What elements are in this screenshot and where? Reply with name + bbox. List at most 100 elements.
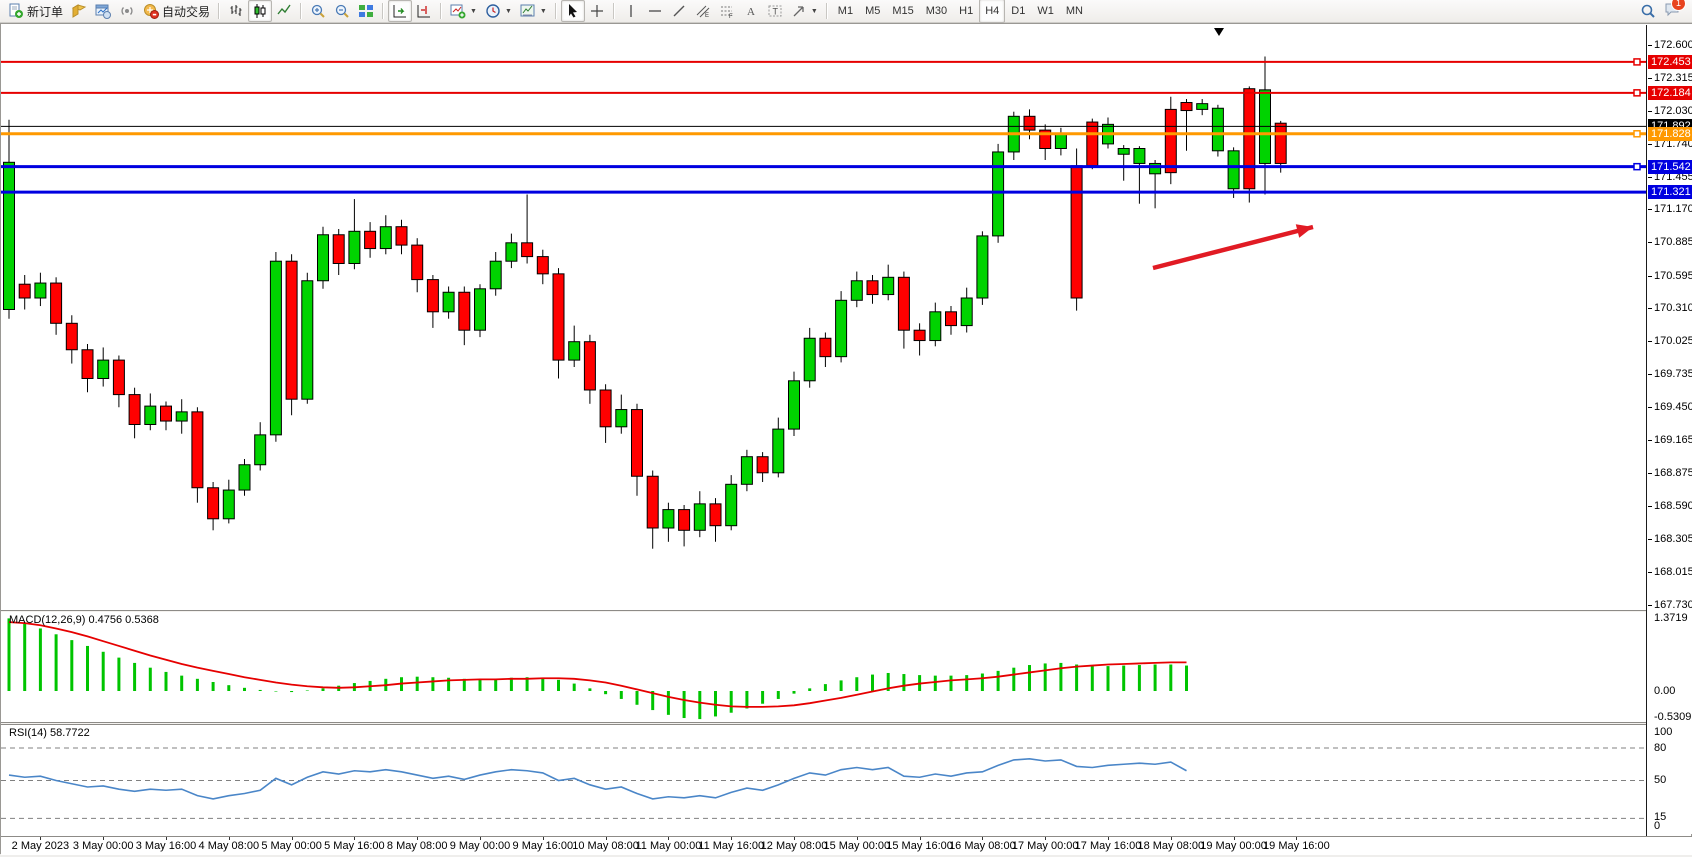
chart-shift-marker[interactable] [1214,28,1224,36]
auto-scroll-button[interactable] [388,0,413,22]
time-tick-label: 15 May 00:00 [823,840,891,852]
rsi-pane[interactable] [1,725,1647,835]
candle-body [1211,107,1224,152]
signal-icon [121,7,133,15]
timeframe-button-m1[interactable]: M1 [837,5,854,17]
chart-shift-button[interactable] [412,0,436,22]
candle-body [803,337,816,382]
timeframe-button-d1[interactable]: D1 [1011,5,1026,17]
auto-trading-button[interactable]: 自动交易 [139,0,214,22]
chat-button[interactable]: 1 [1664,0,1686,22]
main-price-pane[interactable] [1,25,1647,610]
candlestick-chart-button[interactable] [248,0,273,22]
macd-pane[interactable] [1,612,1647,722]
candle-down [599,384,612,443]
rsi-axis-label: 0 [1654,820,1661,832]
strategy-tester-button[interactable] [91,0,115,22]
candle-down [364,222,377,258]
timeframe-button-w1[interactable]: W1 [1037,5,1054,17]
time-tick-mark [417,837,419,840]
horizontal-line-tool[interactable] [643,0,667,22]
tile-windows-button[interactable] [354,0,378,22]
text-label-tool[interactable]: T [763,0,787,22]
search-icon[interactable] [1640,3,1656,19]
timeframe-button-h1[interactable]: H1 [959,5,974,17]
candle-down [583,334,596,404]
trendline-tool[interactable] [667,0,691,22]
svg-text:T: T [772,7,778,17]
fibonacci-tool[interactable]: F [715,0,739,22]
price-tick-mark [1648,143,1652,145]
timeframe-button-m30[interactable]: M30 [925,5,948,17]
price-tick-mark [1648,506,1652,508]
price-tick-mark [1648,110,1652,112]
candle-body [615,409,628,428]
new-order-button[interactable]: 新订单 [4,0,67,22]
time-tick-label: 11 May 00:00 [635,840,702,852]
candle-body [474,288,486,331]
candle-down [81,344,94,393]
arrows-dropdown-caret[interactable]: ▼ [810,7,818,15]
candle-body [521,242,534,258]
line-chart-button[interactable] [272,0,296,22]
templates-button[interactable]: ▼ [516,0,551,22]
line-handle[interactable] [1633,130,1641,138]
timeframe-group: M1 M5 M15 M30 H1 H4 D1 W1 MN [832,0,1089,23]
candle-up [175,399,188,434]
time-axis[interactable]: 2 May 2023 3 May 00:00 3 May 16:00 4 May 08… [1,836,1692,855]
timeframe-button-m5[interactable]: M5 [865,5,881,17]
zoom-out-button[interactable] [330,0,354,22]
candle-down [1180,99,1193,151]
candle-up [254,422,267,471]
candle-body [1274,122,1287,164]
time-tick-label: 17 May 16:00 [1074,840,1142,852]
candle-up [835,291,848,363]
candle-down [50,277,63,335]
periods-button[interactable]: ▼ [481,0,516,22]
candle-down [18,275,31,310]
line-chart-icon [277,4,291,15]
candle-up [725,475,738,531]
cursor-button[interactable] [560,0,585,22]
price-axis[interactable]: 172.600 172.315 172.030 171.740 171.455 171.1… [1647,24,1692,834]
annotation-arrow[interactable] [1152,224,1314,271]
candle-body [1039,129,1052,149]
channel-tool[interactable]: E [691,0,715,22]
line-handle[interactable] [1633,58,1641,66]
templates-dropdown-caret[interactable]: ▼ [539,7,547,15]
template-icon [520,4,535,17]
candle-body [929,311,942,342]
periods-dropdown-caret[interactable]: ▼ [504,7,512,15]
candle-up [317,226,329,289]
toolbar-separator [612,3,615,19]
indicators-dropdown-caret[interactable]: ▼ [470,7,477,15]
candle-up [1227,147,1240,198]
candle-up [615,394,628,434]
candle-up [1133,146,1146,204]
toolbar-separator [218,3,221,19]
vertical-line-tool[interactable] [619,0,643,22]
zoom-in-button[interactable] [306,0,330,22]
macd-signal-line [8,621,1187,708]
time-tick-label: 16 May 08:00 [949,840,1016,852]
text-tool[interactable]: A [739,0,763,22]
indicators-button[interactable]: ▼ [446,0,481,22]
timeframe-button-m15[interactable]: M15 [892,5,914,17]
candle-body [1243,88,1256,190]
line-handle[interactable] [1633,89,1641,97]
crosshair-icon [590,5,603,17]
timeframe-button-h4[interactable]: H4 [979,0,1006,23]
arrows-tool[interactable]: ▼ [787,0,822,22]
line-handle[interactable] [1633,162,1641,171]
market-watch-button[interactable] [67,0,91,22]
candle-up [301,272,314,404]
tile-windows-icon [359,5,374,17]
price-tick-mark [1648,45,1652,46]
crosshair-button[interactable] [585,0,609,22]
signals-button[interactable] [115,0,139,22]
chart-window[interactable]: ▼ GBPJPY-,H4 171.560 171.931 171.484 171… [0,23,1692,855]
pane-separator[interactable] [1,722,1647,725]
candle-body [458,291,471,331]
timeframe-button-mn[interactable]: MN [1065,5,1083,17]
bar-chart-button[interactable] [224,0,248,22]
